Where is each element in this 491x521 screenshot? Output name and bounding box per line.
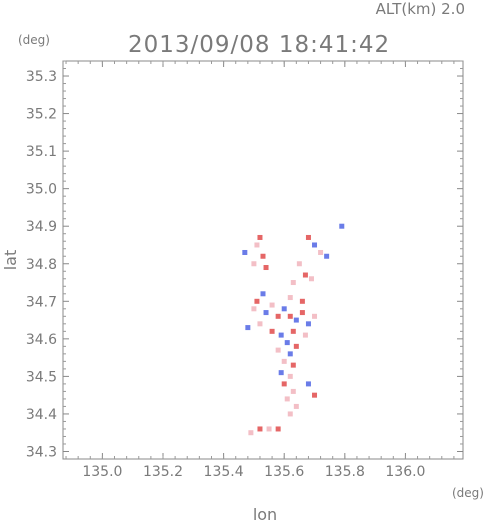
x-tick-label: 135.2: [143, 464, 183, 480]
data-point: [296, 261, 302, 267]
data-point: [275, 313, 281, 319]
data-point: [287, 351, 293, 357]
data-point: [275, 347, 281, 353]
data-point: [269, 302, 275, 308]
x-tick-label: 135.0: [82, 464, 122, 480]
x-axis-unit: (deg): [452, 486, 484, 500]
data-point: [257, 234, 263, 240]
data-point: [293, 403, 299, 409]
data-point: [287, 373, 293, 379]
data-point: [305, 234, 311, 240]
y-axis-label: lat: [1, 250, 20, 271]
x-tick-label: 135.6: [264, 464, 304, 480]
data-point: [299, 298, 305, 304]
data-point: [251, 306, 257, 312]
x-tick-label: 135.8: [325, 464, 365, 480]
data-point: [269, 328, 275, 334]
data-point: [260, 253, 266, 259]
tick-labels: 34.3 34.4 34.5 34.6 34.7 34.8 34.9 35.0 35.1 35.2…: [26, 69, 426, 480]
data-point: [263, 310, 269, 316]
data-points: [242, 223, 345, 436]
data-point: [257, 426, 263, 432]
data-point: [242, 249, 248, 255]
data-point: [324, 253, 330, 259]
data-point: [248, 430, 254, 436]
data-point: [284, 396, 290, 402]
data-point: [312, 392, 318, 398]
data-point: [293, 343, 299, 349]
data-point: [260, 291, 266, 297]
altitude-label: ALT(km) 2.0: [376, 0, 465, 18]
data-point: [284, 340, 290, 346]
data-point: [275, 426, 281, 432]
data-point: [287, 295, 293, 301]
data-point: [308, 276, 314, 282]
data-point: [290, 362, 296, 368]
data-point: [281, 358, 287, 364]
data-point: [339, 223, 345, 229]
data-point: [251, 261, 257, 267]
data-point: [290, 328, 296, 334]
data-point: [312, 313, 318, 319]
data-point: [257, 321, 263, 327]
y-tick-label: 34.5: [26, 369, 57, 385]
data-point: [245, 325, 251, 331]
plot-frame: [62, 60, 464, 460]
data-point: [254, 242, 260, 248]
y-tick-label: 35.1: [26, 144, 57, 160]
data-point: [305, 381, 311, 387]
data-point: [293, 317, 299, 323]
y-tick-label: 34.9: [26, 219, 57, 235]
data-point: [254, 298, 260, 304]
data-point: [287, 411, 293, 417]
data-point: [281, 381, 287, 387]
data-point: [287, 313, 293, 319]
data-point: [305, 321, 311, 327]
axis-ticks: [63, 60, 463, 459]
y-tick-label: 34.7: [26, 294, 57, 310]
data-point: [302, 272, 308, 278]
y-tick-label: 34.6: [26, 332, 57, 348]
data-point: [318, 249, 324, 255]
x-axis-label: lon: [253, 505, 277, 521]
data-point: [302, 332, 308, 338]
data-point: [299, 310, 305, 316]
data-point: [290, 388, 296, 394]
data-point: [266, 426, 272, 432]
y-tick-label: 35.0: [26, 182, 57, 198]
y-axis-unit: (deg): [18, 33, 50, 47]
data-point: [278, 332, 284, 338]
y-tick-label: 34.3: [26, 444, 57, 460]
y-tick-label: 35.2: [26, 107, 57, 123]
y-tick-label: 34.4: [26, 407, 57, 423]
chart-title: 2013/09/08 18:41:42: [128, 32, 390, 58]
data-point: [263, 265, 269, 271]
data-point: [278, 370, 284, 376]
data-point: [312, 242, 318, 248]
y-tick-label: 34.8: [26, 257, 57, 273]
y-tick-label: 35.3: [26, 69, 57, 85]
data-point: [290, 280, 296, 286]
x-tick-label: 135.4: [204, 464, 244, 480]
x-tick-label: 136.0: [385, 464, 425, 480]
data-point: [281, 306, 287, 312]
